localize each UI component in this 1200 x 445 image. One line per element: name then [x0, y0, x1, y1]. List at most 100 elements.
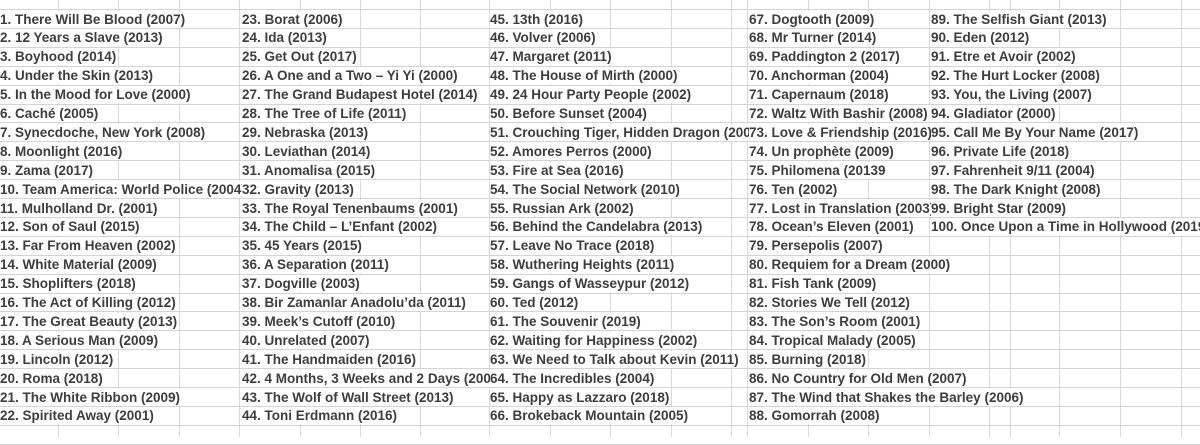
cell-film-entry[interactable]: 5. In the Mood for Love (2000): [0, 86, 193, 103]
cell-film-entry[interactable]: 65. Happy as Lazzaro (2018): [490, 389, 672, 406]
cell-film-entry[interactable]: 43. The Wolf of Wall Street (2013): [242, 389, 456, 406]
cell-film-entry[interactable]: 37. Dogville (2003): [242, 275, 362, 292]
cell-film-entry[interactable]: 66. Brokeback Mountain (2005): [490, 407, 691, 424]
cell-film-entry[interactable]: 44. Toni Erdmann (2016): [242, 407, 400, 424]
cell-film-entry[interactable]: 85. Burning (2018): [749, 351, 869, 368]
cell-film-entry[interactable]: 42. 4 Months, 3 Weeks and 2 Days (2007): [242, 370, 505, 387]
cell-film-entry[interactable]: 30. Leviathan (2014): [242, 143, 373, 160]
cell-film-entry[interactable]: 18. A Serious Man (2009): [0, 332, 161, 349]
cell-film-entry[interactable]: 13. Far From Heaven (2002): [0, 237, 178, 254]
cell-film-entry[interactable]: 87. The Wind that Shakes the Barley (200…: [749, 389, 1026, 406]
cell-film-entry[interactable]: 39. Meek’s Cutoff (2010): [242, 313, 398, 330]
cell-film-entry[interactable]: 100. Once Upon a Time in Hollywood (2019…: [931, 218, 1200, 235]
cell-film-entry[interactable]: 70. Anchorman (2004): [749, 67, 891, 84]
cell-film-entry[interactable]: 69. Paddington 2 (2017): [749, 48, 902, 65]
cell-film-entry[interactable]: 52. Amores Perros (2000): [490, 143, 654, 160]
cell-film-entry[interactable]: 96. Private Life (2018): [931, 143, 1072, 160]
cell-film-entry[interactable]: 33. The Royal Tenenbaums (2001): [242, 200, 460, 217]
cell-film-entry[interactable]: 12. Son of Saul (2015): [0, 218, 142, 235]
cell-film-entry[interactable]: 78. Ocean’s Eleven (2001): [749, 218, 916, 235]
cell-film-entry[interactable]: 11. Mulholland Dr. (2001): [0, 200, 160, 217]
cell-film-entry[interactable]: 53. Fire at Sea (2016): [490, 162, 626, 179]
cell-film-entry[interactable]: 86. No Country for Old Men (2007): [749, 370, 969, 387]
cell-film-entry[interactable]: 67. Dogtooth (2009): [749, 11, 877, 28]
cell-film-entry[interactable]: 77. Lost in Translation (2003): [749, 200, 937, 217]
cell-film-entry[interactable]: 89. The Selfish Giant (2013): [931, 11, 1109, 28]
cell-film-entry[interactable]: 41. The Handmaiden (2016): [242, 351, 419, 368]
cell-film-entry[interactable]: 88. Gomorrah (2008): [749, 407, 882, 424]
cell-film-entry[interactable]: 73. Love & Friendship (2016): [749, 124, 935, 141]
cell-film-entry[interactable]: 81. Fish Tank (2009): [749, 275, 879, 292]
cell-film-entry[interactable]: 46. Volver (2006): [490, 29, 598, 46]
cell-film-entry[interactable]: 84. Tropical Malady (2005): [749, 332, 918, 349]
cell-film-entry[interactable]: 35. 45 Years (2015): [242, 237, 364, 254]
cell-film-entry[interactable]: 97. Fahrenheit 9/11 (2004): [931, 162, 1097, 179]
cell-film-entry[interactable]: 27. The Grand Budapest Hotel (2014): [242, 86, 480, 103]
cell-film-entry[interactable]: 62. Waiting for Happiness (2002): [490, 332, 700, 349]
cell-film-entry[interactable]: 31. Anomalisa (2015): [242, 162, 378, 179]
cell-film-entry[interactable]: 82. Stories We Tell (2012): [749, 294, 912, 311]
cell-film-entry[interactable]: 72. Waltz With Bashir (2008): [749, 105, 930, 122]
cell-film-entry[interactable]: 59. Gangs of Wasseypur (2012): [490, 275, 692, 292]
cell-film-entry[interactable]: 24. Ida (2013): [242, 29, 329, 46]
cell-film-entry[interactable]: 90. Eden (2012): [931, 29, 1032, 46]
cell-film-entry[interactable]: 92. The Hurt Locker (2008): [931, 67, 1102, 84]
cell-film-entry[interactable]: 63. We Need to Talk about Kevin (2011): [490, 351, 741, 368]
cell-film-entry[interactable]: 15. Shoplifters (2018): [0, 275, 138, 292]
cell-film-entry[interactable]: 55. Russian Ark (2002): [490, 200, 636, 217]
cell-film-entry[interactable]: 17. The Great Beauty (2013): [0, 313, 180, 330]
cell-film-entry[interactable]: 76. Ten (2002): [749, 181, 840, 198]
cell-film-entry[interactable]: 21. The White Ribbon (2009): [0, 389, 183, 406]
cell-film-entry[interactable]: 9. Zama (2017): [0, 162, 96, 179]
cell-film-entry[interactable]: 19. Lincoln (2012): [0, 351, 116, 368]
cell-film-entry[interactable]: 64. The Incredibles (2004): [490, 370, 657, 387]
cell-film-entry[interactable]: 25. Get Out (2017): [242, 48, 359, 65]
cell-film-entry[interactable]: 10. Team America: World Police (2004): [0, 181, 248, 198]
cell-film-entry[interactable]: 60. Ted (2012): [490, 294, 581, 311]
cell-film-entry[interactable]: 36. A Separation (2011): [242, 256, 391, 273]
cell-film-entry[interactable]: 2. 12 Years a Slave (2013): [0, 29, 165, 46]
cell-film-entry[interactable]: 29. Nebraska (2013): [242, 124, 371, 141]
cell-film-entry[interactable]: 32. Gravity (2013): [242, 181, 356, 198]
cell-film-entry[interactable]: 28. The Tree of Life (2011): [242, 105, 409, 122]
cell-film-entry[interactable]: 54. The Social Network (2010): [490, 181, 682, 198]
cell-film-entry[interactable]: 57. Leave No Trace (2018): [490, 237, 657, 254]
cell-film-entry[interactable]: 68. Mr Turner (2014): [749, 29, 879, 46]
cell-film-entry[interactable]: 58. Wuthering Heights (2011): [490, 256, 677, 273]
cell-film-entry[interactable]: 51. Crouching Tiger, Hidden Dragon (2000…: [490, 124, 765, 141]
cell-film-entry[interactable]: 16. The Act of Killing (2012): [0, 294, 178, 311]
cell-film-entry[interactable]: 1. There Will Be Blood (2007): [0, 11, 188, 28]
cell-film-entry[interactable]: 91. Etre et Avoir (2002): [931, 48, 1078, 65]
cell-film-entry[interactable]: 48. The House of Mirth (2000): [490, 67, 680, 84]
cell-film-entry[interactable]: 8. Moonlight (2016): [0, 143, 125, 160]
cell-film-entry[interactable]: 56. Behind the Candelabra (2013): [490, 218, 705, 235]
cell-film-entry[interactable]: 34. The Child – L’Enfant (2002): [242, 218, 440, 235]
cell-film-entry[interactable]: 6. Caché (2005): [0, 105, 101, 122]
cell-film-entry[interactable]: 23. Borat (2006): [242, 11, 345, 28]
cell-film-entry[interactable]: 61. The Souvenir (2019): [490, 313, 643, 330]
cell-film-entry[interactable]: 14. White Material (2009): [0, 256, 159, 273]
cell-film-entry[interactable]: 93. You, the Living (2007): [931, 86, 1094, 103]
cell-film-entry[interactable]: 20. Roma (2018): [0, 370, 105, 387]
cell-film-entry[interactable]: 83. The Son’s Room (2001): [749, 313, 923, 330]
cell-film-entry[interactable]: 49. 24 Hour Party People (2002): [490, 86, 694, 103]
cell-film-entry[interactable]: 4. Under the Skin (2013): [0, 67, 156, 84]
cell-film-entry[interactable]: 38. Bir Zamanlar Anadolu’da (2011): [242, 294, 468, 311]
cell-film-entry[interactable]: 95. Call Me By Your Name (2017): [931, 124, 1141, 141]
cell-film-entry[interactable]: 98. The Dark Knight (2008): [931, 181, 1103, 198]
cell-film-entry[interactable]: 74. Un prophète (2009): [749, 143, 896, 160]
cell-film-entry[interactable]: 40. Unrelated (2007): [242, 332, 372, 349]
cell-film-entry[interactable]: 45. 13th (2016): [490, 11, 586, 28]
cell-film-entry[interactable]: 47. Margaret (2011): [490, 48, 614, 65]
cell-film-entry[interactable]: 22. Spirited Away (2001): [0, 407, 156, 424]
cell-film-entry[interactable]: 94. Gladiator (2000): [931, 105, 1058, 122]
cell-film-entry[interactable]: 50. Before Sunset (2004): [490, 105, 649, 122]
cell-film-entry[interactable]: 80. Requiem for a Dream (2000): [749, 256, 953, 273]
cell-film-entry[interactable]: 71. Capernaum (2018): [749, 86, 891, 103]
cell-film-entry[interactable]: 26. A One and a Two – Yi Yi (2000): [242, 67, 460, 84]
cell-film-entry[interactable]: 79. Persepolis (2007): [749, 237, 885, 254]
cell-film-entry[interactable]: 3. Boyhood (2014): [0, 48, 119, 65]
cell-film-entry[interactable]: 75. Philomena (20139: [749, 162, 888, 179]
cell-film-entry[interactable]: 7. Synecdoche, New York (2008): [0, 124, 208, 141]
